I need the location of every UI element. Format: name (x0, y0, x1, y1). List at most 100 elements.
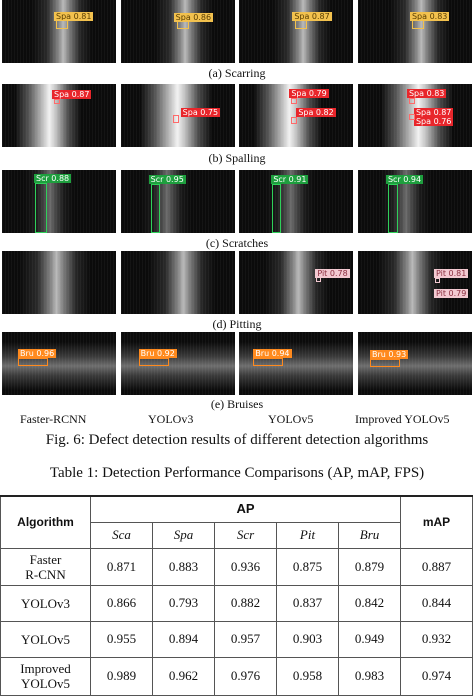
detection-label: Pit 0.78 (315, 269, 350, 278)
detection-image-bruises-yolov5: Bru 0.94 (239, 332, 354, 395)
detection-image-spalling-yolov3: Spa 0.75 (120, 84, 235, 147)
subcaption-scarring: (a) Scarring (208, 66, 266, 80)
detection-image-spalling-faster-rcnn: Spa 0.87 (2, 84, 116, 147)
ap-value: 0.882 (214, 584, 277, 622)
subcaption-pitting: (d) Pitting (212, 317, 262, 331)
table-row-improved-yolov5: Improved YOLOv5 0.989 0.962 0.976 0.958 0… (0, 656, 473, 696)
detection-box (54, 99, 60, 104)
map-value: 0.844 (400, 584, 473, 622)
detection-label: Spa 0.75 (180, 108, 221, 117)
column-title-faster-rcnn: Faster-RCNN (20, 412, 87, 426)
detection-image-scratches-yolov5: Scr 0.91 (239, 170, 354, 233)
detection-box (56, 20, 68, 29)
detection-image-spalling-improved-yolov5: Spa 0.83 Spa 0.87 Spa 0.76 (357, 84, 472, 147)
map-value: 0.932 (400, 620, 473, 658)
header-algorithm: Algorithm (0, 495, 91, 549)
performance-table: Algorithm AP mAP Sca Spa Scr Pit Bru Fas… (0, 495, 473, 696)
detection-label: Spa 0.83 (409, 12, 450, 21)
detection-label: Spa 0.79 (289, 89, 329, 98)
column-title-yolov5: YOLOv5 (268, 412, 314, 426)
ap-value: 0.989 (90, 656, 153, 696)
subcaption-spalling: (b) Spalling (208, 151, 266, 165)
detection-image-spalling-yolov5: Spa 0.79 Spa 0.82 (239, 84, 354, 147)
detection-box (18, 358, 48, 366)
ap-value: 0.955 (90, 620, 153, 658)
detection-image-scratches-yolov3: Scr 0.95 (120, 170, 235, 233)
ap-value: 0.894 (152, 620, 215, 658)
detection-box (369, 359, 400, 367)
detection-label: Spa 0.87 (292, 12, 332, 21)
ap-value: 0.957 (214, 620, 277, 658)
detection-label: Spa 0.86 (173, 13, 214, 22)
table-row-yolov3: YOLOv3 0.866 0.793 0.882 0.837 0.842 0.8… (0, 584, 473, 622)
ap-value: 0.949 (338, 620, 401, 658)
figure-row-scarring: Spa 0.81 Spa 0.86 Spa 0.87 Spa 0.83 (2, 0, 472, 63)
ap-value: 0.866 (90, 584, 153, 622)
detection-box (172, 115, 179, 123)
detection-box (316, 277, 322, 282)
ap-value: 0.976 (214, 656, 277, 696)
ap-value: 0.879 (338, 547, 401, 586)
detection-box (150, 184, 160, 233)
map-value: 0.974 (400, 656, 473, 696)
ap-value: 0.871 (90, 547, 153, 586)
detection-box (35, 183, 47, 233)
detection-label: Spa 0.83 (406, 89, 447, 98)
map-value: 0.887 (400, 547, 473, 586)
ap-value: 0.983 (338, 656, 401, 696)
detection-label: Spa 0.87 (52, 90, 92, 99)
detection-image-scarring-faster-rcnn: Spa 0.81 (2, 0, 116, 63)
figure-row-bruises: Bru 0.96 Bru 0.92 Bru 0.94 Bru 0.93 (2, 332, 472, 395)
detection-label: Bru 0.94 (253, 349, 292, 358)
algorithm-name: Improved YOLOv5 (0, 656, 91, 696)
detection-label: Spa 0.87 (413, 108, 454, 117)
detection-image-pitting-yolov3 (120, 251, 235, 314)
table-row-faster-rcnn: Faster R-CNN 0.871 0.883 0.936 0.875 0.87… (0, 547, 473, 586)
detection-image-scarring-yolov3: Spa 0.86 (120, 0, 235, 63)
detection-label: Bru 0.93 (369, 350, 409, 359)
detection-image-pitting-improved-yolov5: Pit 0.81 Pit 0.79 (357, 251, 472, 314)
ap-value: 0.837 (276, 584, 339, 622)
detection-label: Pit 0.81 (433, 269, 469, 278)
ap-value: 0.958 (276, 656, 339, 696)
detection-box (408, 98, 415, 104)
detection-image-scratches-improved-yolov5: Scr 0.94 (357, 170, 472, 233)
detection-image-pitting-yolov5: Pit 0.78 (239, 251, 354, 314)
algorithm-name: YOLOv3 (0, 584, 91, 622)
header-map: mAP (400, 495, 473, 549)
header-class-pit: Pit (276, 521, 339, 549)
detection-label: Scr 0.95 (148, 175, 186, 184)
table-row-yolov5: YOLOv5 0.955 0.894 0.957 0.903 0.949 0.9… (0, 620, 473, 658)
detection-label: Pit 0.79 (433, 289, 469, 298)
header-class-bru: Bru (338, 521, 401, 549)
ap-value: 0.842 (338, 584, 401, 622)
subcaption-scratches: (c) Scratches (205, 236, 269, 250)
detection-label: Scr 0.88 (34, 174, 72, 183)
detection-label: Spa 0.82 (296, 108, 336, 117)
table-caption: Table 1: Detection Performance Compariso… (49, 465, 425, 481)
header-ap: AP (90, 495, 401, 523)
detection-image-bruises-improved-yolov5: Bru 0.93 (357, 332, 472, 395)
detection-box (291, 117, 298, 124)
detection-label: Spa 0.81 (54, 12, 94, 21)
ap-value: 0.962 (152, 656, 215, 696)
ap-value: 0.793 (152, 584, 215, 622)
detection-box (408, 114, 415, 120)
detection-box (176, 21, 189, 29)
column-title-improved-yolov5: Improved YOLOv5 (355, 412, 450, 426)
detection-box (253, 358, 284, 366)
detection-image-bruises-yolov3: Bru 0.92 (120, 332, 235, 395)
detection-label: Spa 0.76 (413, 117, 454, 126)
detection-label: Bru 0.96 (18, 349, 57, 358)
detection-image-scarring-yolov5: Spa 0.87 (239, 0, 354, 63)
algorithm-name: YOLOv5 (0, 620, 91, 658)
detection-image-scarring-improved-yolov5: Spa 0.83 (357, 0, 472, 63)
detection-box (138, 358, 169, 366)
header-class-sca: Sca (90, 521, 153, 549)
detection-box (295, 20, 308, 29)
detection-label: Bru 0.92 (138, 349, 177, 358)
ap-value: 0.875 (276, 547, 339, 586)
subcaption-bruises: (e) Bruises (210, 397, 264, 411)
detection-image-scratches-faster-rcnn: Scr 0.88 (2, 170, 116, 233)
figure-caption: Fig. 6: Defect detection results of diff… (45, 432, 429, 448)
